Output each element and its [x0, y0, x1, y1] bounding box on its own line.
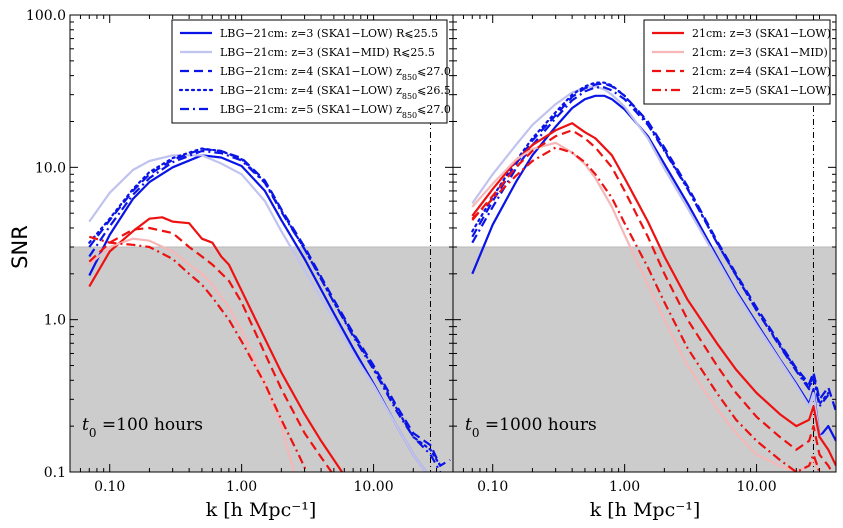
- observation-time-label: t0 =1000 hours: [465, 415, 597, 440]
- x-tick-label: 1.00: [609, 479, 640, 495]
- series-line-2: [88, 147, 451, 467]
- series-line-7: [471, 129, 834, 472]
- series-line-4: [471, 86, 830, 408]
- tick-group: [452, 14, 837, 473]
- axes-frame: [452, 14, 837, 473]
- x-tick-label: 10.00: [354, 479, 394, 495]
- legend-label: 21cm: z=5 (SKA1−LOW): [692, 84, 831, 97]
- series-line-2: [471, 82, 836, 412]
- series-line-1: [471, 85, 829, 438]
- panel-left: 0.10 1.00 10.00 0.1 1.0 10.0 100.0 t0 =100 hour…: [26, 8, 454, 495]
- legend-label: LBG−21cm: z=4 (SKA1−LOW) z850⩽26.5: [220, 84, 451, 101]
- legend-label: 21cm: z=3 (SKA1−LOW): [692, 27, 831, 40]
- series-line-6: [471, 141, 822, 472]
- series-group: [471, 81, 836, 472]
- series-line-4: [88, 149, 442, 472]
- legend: LBG−21cm: z=3 (SKA1−LOW) R⩽25.5 LBG−21cm:…: [171, 19, 451, 124]
- y-tick-label: 1.0: [44, 313, 66, 329]
- series-line-6: [88, 226, 333, 472]
- series-line-5: [88, 216, 344, 472]
- legend-label: 21cm: z=4 (SKA1−LOW): [692, 65, 831, 78]
- legend-label: LBG−21cm: z=3 (SKA1−MID) R⩽25.5: [220, 46, 435, 59]
- series-group: [88, 147, 451, 472]
- x-tick-label: 0.10: [477, 479, 508, 495]
- series-line-3: [471, 81, 830, 405]
- panel-right: 0.10 1.00 10.00 t0 =1000 hours 21cm: z=3 (SK…: [452, 14, 837, 495]
- legend-label: LBG−21cm: z=4 (SKA1−LOW) z850⩽27.0: [220, 65, 451, 82]
- series-line-1: [88, 154, 427, 472]
- legend-label: 21cm: z=3 (SKA1−MID): [692, 46, 828, 59]
- low-snr-shade: [453, 246, 836, 472]
- series-line-8: [471, 146, 822, 472]
- x-axis-label-right: k [h Mpc⁻¹]: [590, 499, 701, 521]
- y-axis-label: SNR: [8, 225, 32, 269]
- x-tick-label: 1.00: [226, 479, 257, 495]
- y-tick-label: 100.0: [26, 8, 66, 24]
- series-line-7: [88, 237, 296, 472]
- series-line-8: [88, 235, 308, 472]
- x-tick-label: 0.10: [94, 479, 125, 495]
- y-tick-label: 0.1: [44, 465, 66, 481]
- legend-label: LBG−21cm: z=3 (SKA1−LOW) R⩽25.5: [220, 27, 438, 40]
- tick-group: [69, 14, 454, 473]
- x-axis-label-left: k [h Mpc⁻¹]: [206, 499, 317, 521]
- legend-label: LBG−21cm: z=5 (SKA1−LOW) z850⩽27.0: [220, 103, 451, 120]
- legend: 21cm: z=3 (SKA1−LOW) 21cm: z=3 (SKA1−MID)…: [643, 19, 831, 105]
- y-tick-label: 10.0: [35, 160, 66, 176]
- observation-time-label: t0 =100 hours: [82, 415, 203, 440]
- legend-box: [171, 19, 448, 124]
- series-line-5: [471, 122, 836, 467]
- low-snr-shade: [70, 246, 453, 472]
- x-tick-label: 10.00: [737, 479, 777, 495]
